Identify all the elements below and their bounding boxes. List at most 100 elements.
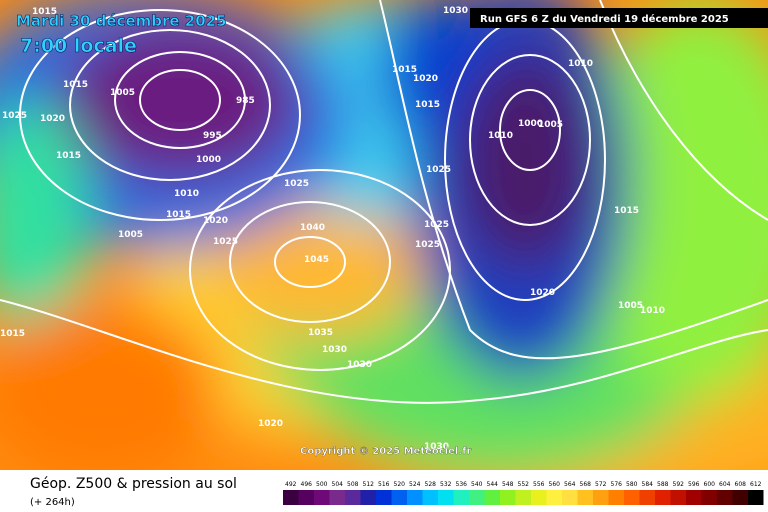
scale-swatch [655, 490, 671, 505]
isobar-label: 1030 [322, 345, 347, 355]
color-scale: 492 496 500 504 508 512 516 520 524 528 532 536 540 5… [283, 481, 764, 505]
isobar-label: 1005 [618, 301, 643, 311]
isobar-label: 1025 [424, 220, 449, 230]
run-info: Run GFS 6 Z du Vendredi 19 décembre 2025 [480, 13, 729, 25]
isobar-label: 1005 [118, 230, 143, 240]
scale-swatch [407, 490, 423, 505]
scale-label: 544 [487, 481, 499, 488]
scale-label: 560 [549, 481, 561, 488]
scale-swatch [546, 490, 562, 505]
scale-swatch [360, 490, 376, 505]
isobar-label: 1015 [392, 65, 417, 75]
isobar-label: 1020 [258, 419, 283, 429]
isobar-label: 1020 [203, 216, 228, 226]
scale-swatch [639, 490, 655, 505]
scale-label: 532 [440, 481, 452, 488]
isobar-label: 1025 [2, 111, 27, 121]
scale-swatch [484, 490, 500, 505]
isobar-label: 1015 [166, 210, 191, 220]
scale-label: 576 [611, 481, 623, 488]
scale-label: 568 [580, 481, 592, 488]
scale-swatch [531, 490, 547, 505]
scale-label: 496 [301, 481, 313, 488]
footer-title: Géop. Z500 & pression au sol [30, 476, 237, 492]
scale-swatch [624, 490, 640, 505]
isobar-label: 1020 [40, 114, 65, 124]
isobar-label: 1000 [518, 119, 543, 129]
scale-swatch [701, 490, 717, 505]
isobar-label: 1035 [308, 328, 333, 338]
scale-swatch [748, 490, 764, 505]
forecast-date: Mardi 30 décembre 2025 [16, 12, 227, 30]
copyright: Copyright © 2025 Meteociel.fr [300, 446, 471, 457]
isobar-label: 1015 [614, 206, 639, 216]
scale-swatch [732, 490, 748, 505]
isobar-label: 1025 [415, 240, 440, 250]
scale-label: 528 [425, 481, 437, 488]
isobar-label: 1030 [424, 442, 449, 452]
scale-label: 556 [533, 481, 545, 488]
scale-label: 604 [719, 481, 731, 488]
isobar-label: 1010 [174, 189, 199, 199]
isobar-label: 1015 [415, 100, 440, 110]
scale-swatch [283, 490, 299, 505]
scale-swatch [469, 490, 485, 505]
isobar-label: 1045 [304, 255, 329, 265]
isobar-label: 1005 [110, 88, 135, 98]
scale-label: 548 [502, 481, 514, 488]
scale-label: 524 [409, 481, 421, 488]
isobar-label: 1015 [63, 80, 88, 90]
scale-swatch [298, 490, 314, 505]
isobar-label: 1025 [213, 237, 238, 247]
isobar-label: 1000 [196, 155, 221, 165]
scale-swatch [515, 490, 531, 505]
scale-label: 500 [316, 481, 328, 488]
scale-swatch [593, 490, 609, 505]
scale-label: 536 [456, 481, 468, 488]
scale-swatch [562, 490, 578, 505]
scale-label: 572 [595, 481, 607, 488]
scale-label: 512 [363, 481, 375, 488]
scale-label: 608 [735, 481, 747, 488]
run-banner [470, 8, 768, 28]
scale-label: 508 [347, 481, 359, 488]
scale-label: 516 [378, 481, 390, 488]
scale-swatch [717, 490, 733, 505]
isobar-label: 1015 [0, 329, 25, 339]
footer-lead: (+ 264h) [30, 497, 75, 508]
forecast-time: 7:00 locale [20, 35, 137, 57]
scale-swatch [670, 490, 686, 505]
isobar-label: 1005 [538, 120, 563, 130]
scale-label: 540 [471, 481, 483, 488]
isobar-label: 1030 [347, 360, 372, 370]
scale-swatch [686, 490, 702, 505]
isobar-label: 1040 [300, 223, 325, 233]
isobar-label: 1020 [530, 288, 555, 298]
scale-label: 564 [564, 481, 576, 488]
isobar-label: 1020 [413, 74, 438, 84]
scale-swatch [422, 490, 438, 505]
scale-swatch [329, 490, 345, 505]
scale-label: 592 [673, 481, 685, 488]
isobar-label: 1010 [640, 306, 665, 316]
scale-label: 580 [626, 481, 638, 488]
scale-swatch [438, 490, 454, 505]
isobar-label: 1015 [56, 151, 81, 161]
isobar-label: 1010 [488, 131, 513, 141]
scale-label: 588 [657, 481, 669, 488]
scale-swatch [500, 490, 516, 505]
scale-swatch [376, 490, 392, 505]
scale-label: 520 [394, 481, 406, 488]
isobar-label: 1010 [568, 59, 593, 69]
isobar-label: 1025 [284, 179, 309, 189]
scale-swatch [453, 490, 469, 505]
scale-swatch [391, 490, 407, 505]
isobar-label: 995 [203, 131, 222, 141]
isobar-label: 1015 [32, 7, 57, 17]
scale-label: 552 [518, 481, 530, 488]
scale-label: 600 [704, 481, 716, 488]
isobar-label: 1030 [443, 6, 468, 16]
